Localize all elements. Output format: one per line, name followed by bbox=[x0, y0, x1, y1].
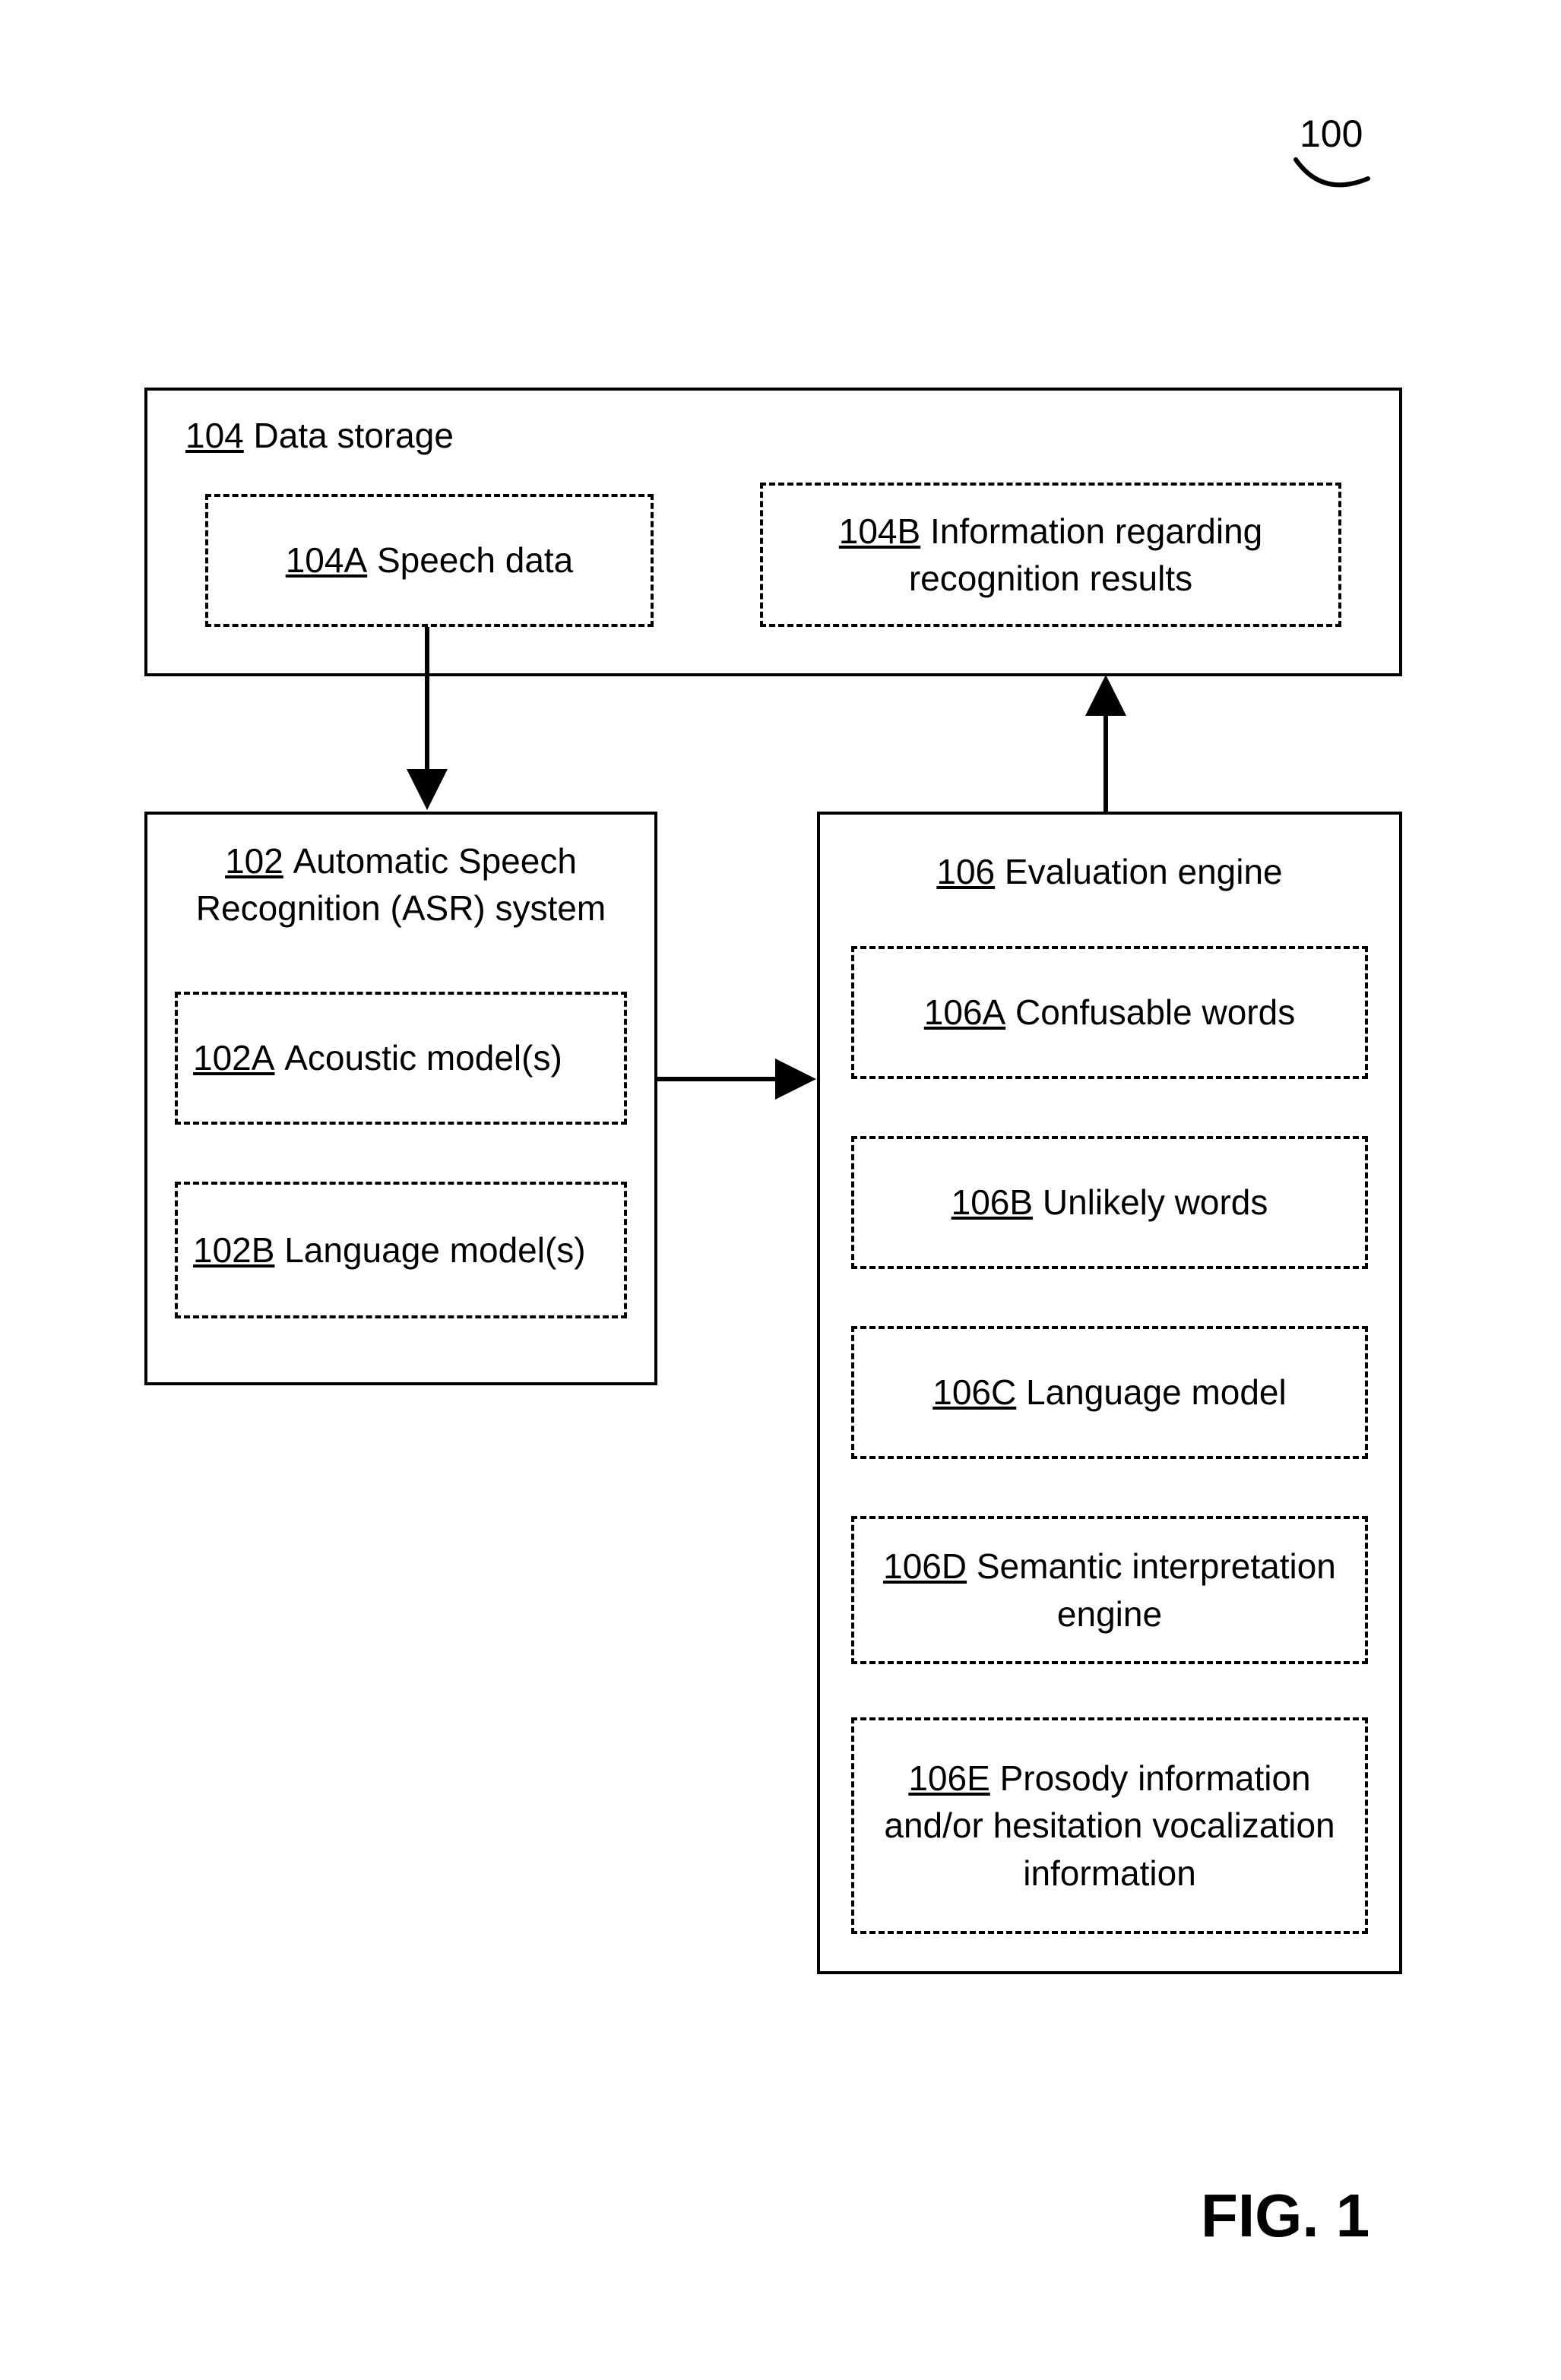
node-confusable: 106A Confusable words bbox=[851, 946, 1368, 1079]
node-recognition-results: 104B Information regarding recognition r… bbox=[760, 483, 1341, 627]
edge-asr-to-eval bbox=[657, 1056, 832, 1102]
node-language-model: 102B Language model(s) bbox=[175, 1182, 627, 1318]
node-semantic: 106D Semantic interpretation engine bbox=[851, 1516, 1368, 1664]
figure-stage: 100 104 Data storage 104A Speech data 10… bbox=[0, 0, 1561, 2380]
figure-caption: FIG. 1 bbox=[1201, 2181, 1369, 2251]
edge-eval-to-results bbox=[1068, 673, 1144, 824]
node-speech-data: 104A Speech data bbox=[205, 494, 654, 627]
edge-speechdata-to-asr bbox=[389, 627, 465, 824]
figure-ref-number: 100 bbox=[1300, 112, 1363, 156]
node-eval-langmodel: 106C Language model bbox=[851, 1326, 1368, 1459]
node-prosody: 106E Prosody information and/or hesitati… bbox=[851, 1717, 1368, 1934]
node-acoustic-model: 102A Acoustic model(s) bbox=[175, 992, 627, 1125]
node-eval-title: 106 Evaluation engine bbox=[820, 848, 1399, 895]
ref-tick-mark bbox=[1292, 156, 1383, 201]
node-data-storage-title: 104 Data storage bbox=[185, 412, 565, 459]
node-asr-title: 102 Automatic Speech Recognition (ASR) s… bbox=[147, 837, 654, 932]
node-unlikely: 106B Unlikely words bbox=[851, 1136, 1368, 1269]
